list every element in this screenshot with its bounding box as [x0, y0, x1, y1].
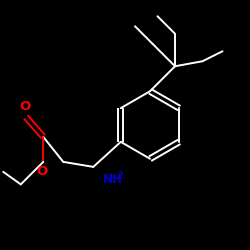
Text: O: O — [19, 100, 30, 113]
Text: 2: 2 — [117, 171, 123, 180]
Text: NH: NH — [103, 173, 123, 186]
Text: O: O — [36, 165, 48, 178]
